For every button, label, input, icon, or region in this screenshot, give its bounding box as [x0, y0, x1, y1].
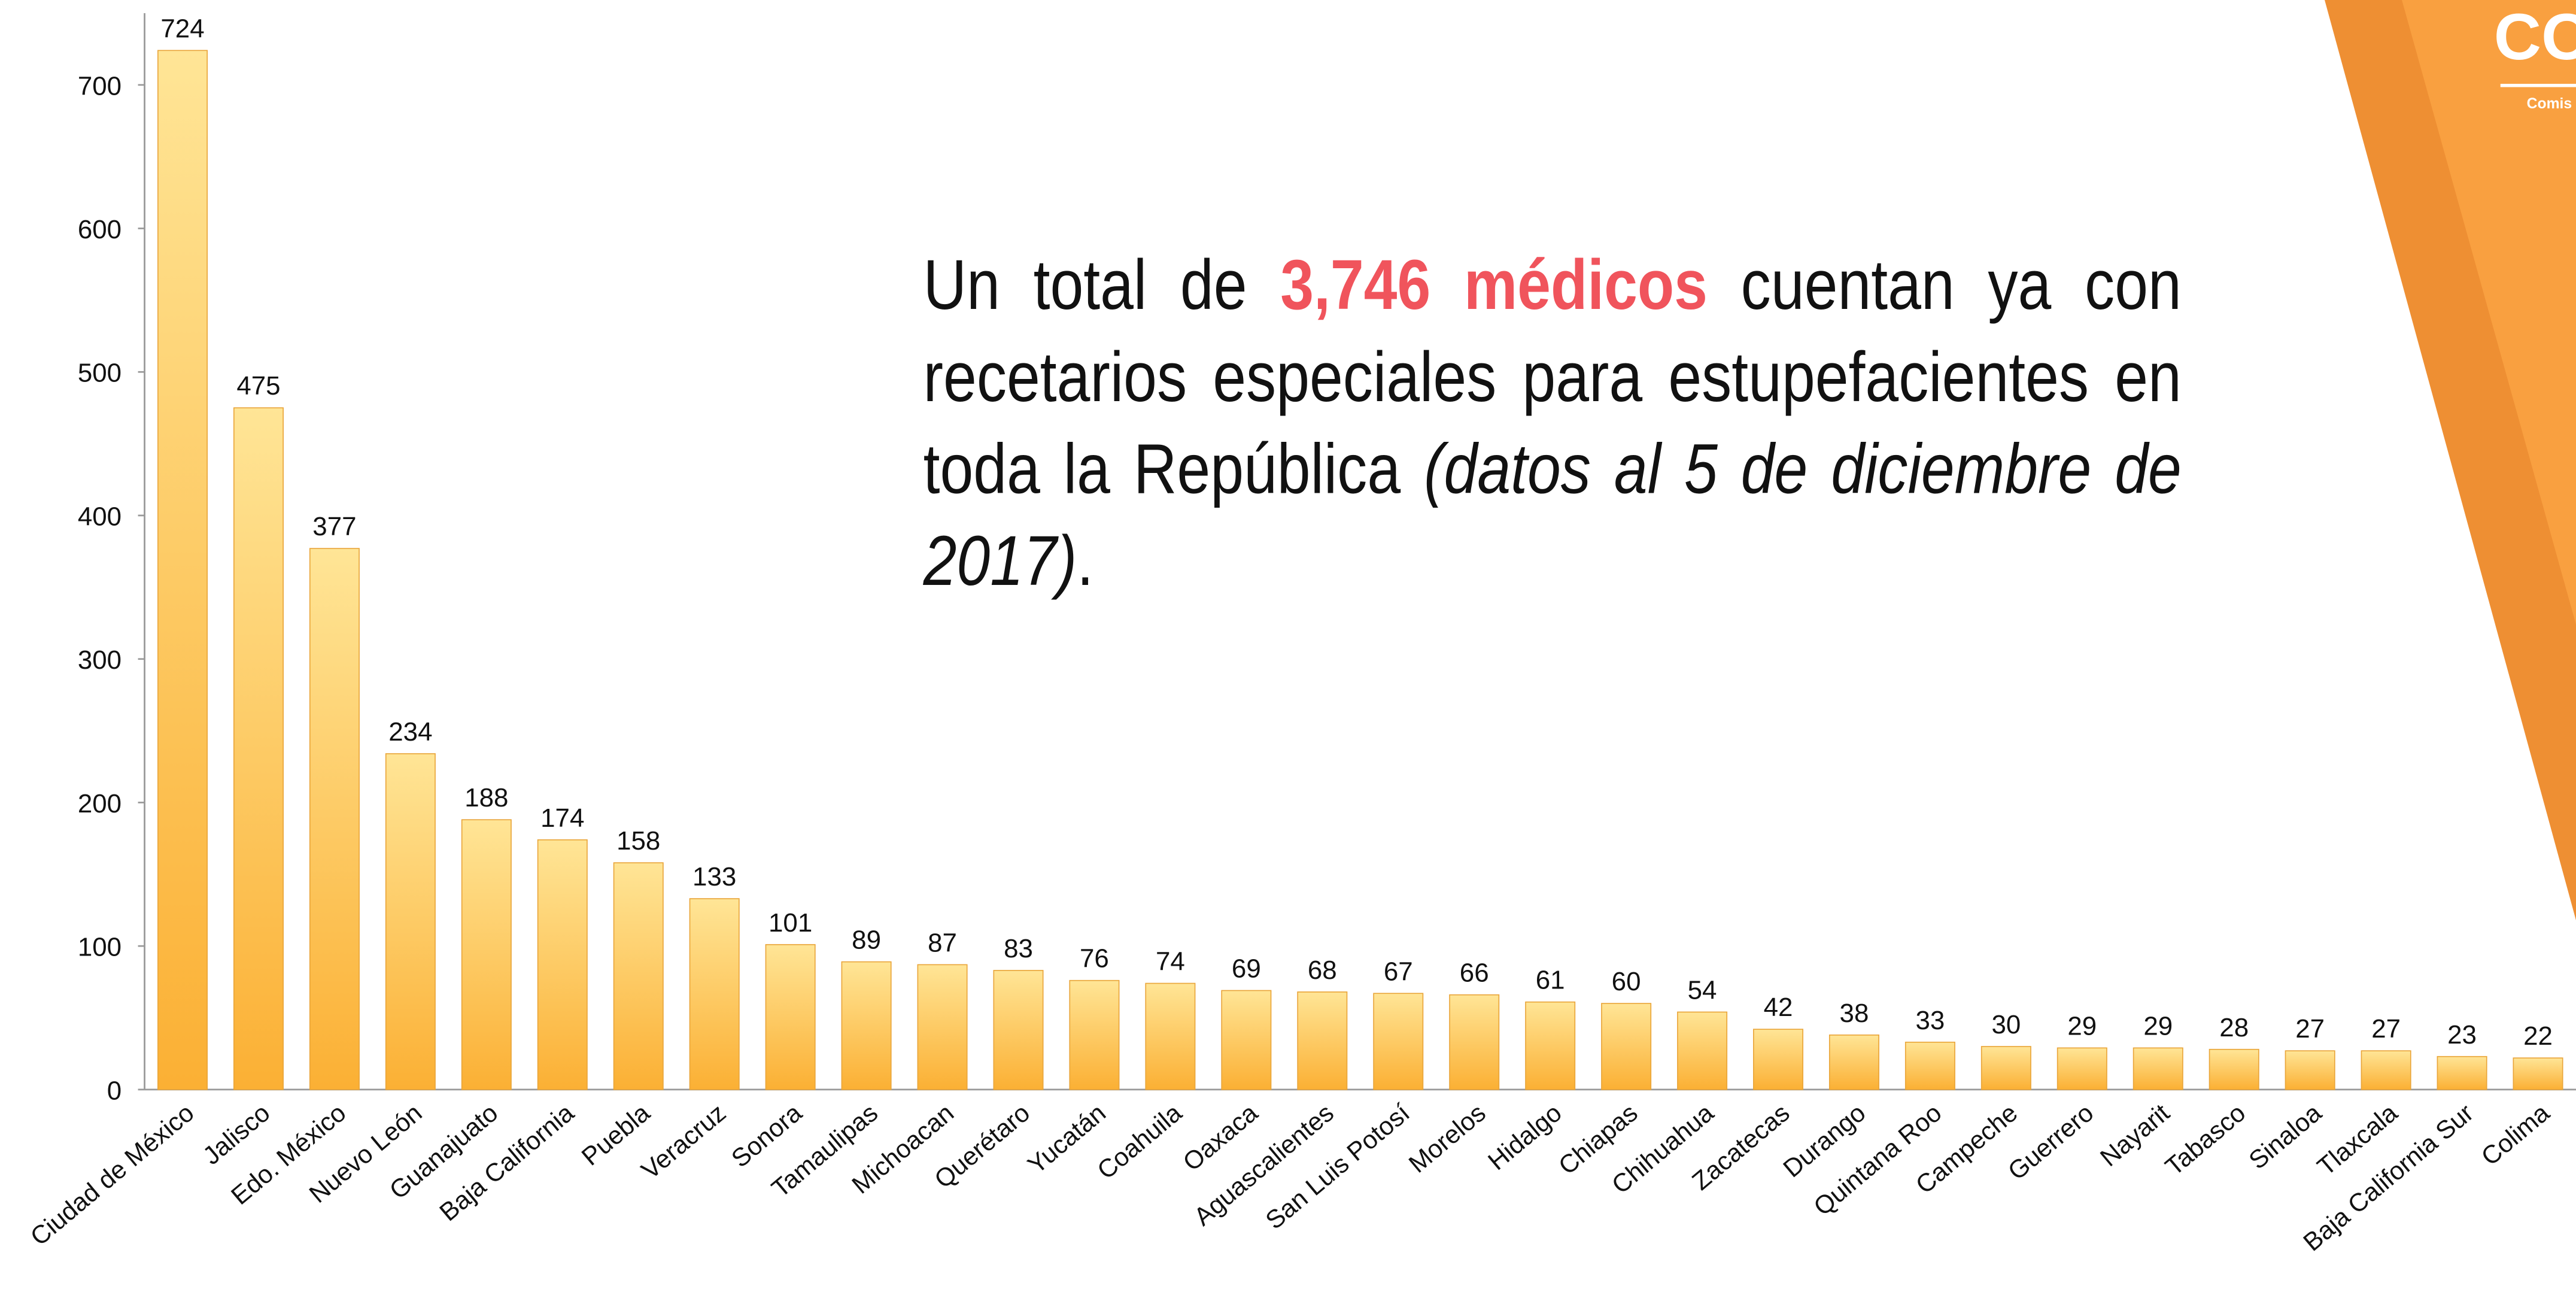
bar [917, 964, 968, 1090]
bar [1828, 1034, 1879, 1090]
bar [1601, 1003, 1652, 1090]
x-tick-label: Guerrero [2003, 1099, 2099, 1186]
y-tick-label: 600 [78, 215, 121, 244]
logo-text: Comis [2527, 96, 2572, 112]
bar [1980, 1046, 2031, 1090]
value-label: 30 [1991, 1010, 2021, 1039]
value-label: 23 [2447, 1020, 2477, 1050]
bar [2209, 1048, 2259, 1090]
value-label: 76 [1080, 944, 1109, 973]
x-tick-label: Colima [2476, 1098, 2556, 1171]
value-label: 54 [1688, 975, 1717, 1005]
annotation-highlight: 3,746 médicos [1280, 246, 1708, 326]
value-label: 234 [388, 717, 432, 747]
bar [309, 548, 360, 1090]
bar [2361, 1050, 2411, 1090]
bar [2133, 1047, 2183, 1090]
bar [1449, 994, 1500, 1090]
value-label: 66 [1460, 959, 1489, 988]
value-label: 87 [928, 928, 957, 957]
bar [1753, 1029, 1804, 1090]
value-label: 74 [1156, 947, 1185, 976]
bar [1525, 1001, 1576, 1090]
y-tick-label: 500 [78, 359, 121, 388]
annotation-text: . [1077, 522, 1094, 602]
bar [1297, 991, 1348, 1090]
bar [613, 862, 664, 1090]
bar [2437, 1056, 2487, 1090]
value-label: 174 [540, 803, 584, 833]
value-label: 60 [1612, 967, 1641, 996]
bar [157, 50, 208, 1090]
value-label: 89 [852, 926, 881, 955]
bar [1677, 1011, 1728, 1090]
bar [1221, 990, 1272, 1090]
bar [461, 819, 512, 1090]
y-tick-label: 100 [78, 933, 121, 962]
annotation-italic: (datos al 5 de diciembre de 2017) [923, 430, 2182, 602]
y-tick-label: 200 [78, 789, 121, 818]
x-tick-label: Quintana Roo [1808, 1099, 1947, 1221]
bar [2513, 1057, 2563, 1090]
bar [233, 407, 284, 1090]
plot: 0 100 200 300 400 500 600 700 Ciudad de México 72… [25, 13, 2576, 1257]
value-label: 28 [2219, 1013, 2249, 1042]
y-tick-label: 300 [78, 645, 121, 675]
annotation: Un total de 3,746 médicos cuentan ya con… [924, 240, 2182, 608]
x-tick-label: Hidalgo [1483, 1099, 1567, 1176]
value-label: 61 [1536, 966, 1565, 995]
bar [1373, 993, 1424, 1090]
annotation-text: cuentan ya con recetarios especiales par… [923, 246, 2182, 509]
value-label: 29 [2143, 1011, 2173, 1041]
bar [765, 944, 816, 1090]
value-label: 67 [1384, 957, 1413, 986]
value-label: 724 [160, 14, 204, 43]
bar [1069, 979, 1120, 1090]
value-label: 42 [1764, 993, 1793, 1022]
x-tick-label: Morelos [1404, 1099, 1491, 1179]
value-label: 133 [692, 862, 736, 891]
value-label: 27 [2295, 1014, 2325, 1044]
value-label: 158 [616, 826, 660, 856]
value-label: 377 [312, 512, 356, 541]
value-label: 29 [2067, 1011, 2097, 1041]
value-label: 101 [768, 908, 812, 938]
bar [385, 753, 436, 1090]
y-tick-label: 400 [78, 502, 121, 531]
x-tick-label: Tabasco [2160, 1099, 2251, 1182]
value-label: 22 [2523, 1021, 2553, 1051]
value-label: 69 [1232, 954, 1261, 984]
value-label: 68 [1308, 956, 1337, 985]
y-tick-label: 0 [107, 1076, 121, 1105]
value-label: 27 [2371, 1014, 2401, 1044]
bar [993, 970, 1044, 1090]
x-tick-label: Ciudad de México [25, 1099, 200, 1252]
value-label: 38 [1840, 999, 1869, 1028]
bar [1145, 982, 1196, 1090]
logo-mark: CO [2494, 1, 2576, 74]
value-label: 188 [464, 783, 508, 812]
value-label: 475 [236, 371, 280, 401]
bar [1904, 1041, 1955, 1090]
x-tick-label: Coahuila [1092, 1098, 1187, 1185]
x-tick-label: Sinaloa [2244, 1098, 2328, 1175]
bar [2056, 1047, 2107, 1090]
x-tick-label: Baja California [434, 1098, 579, 1227]
bar [689, 898, 740, 1090]
bar [841, 961, 892, 1090]
value-label: 33 [1915, 1006, 1945, 1035]
x-tick-label: Veracruz [636, 1099, 731, 1185]
bar [2285, 1050, 2335, 1090]
value-label: 83 [1004, 934, 1033, 963]
bar [537, 839, 588, 1090]
annotation-text: Un total de [923, 246, 1281, 326]
y-tick-label: 700 [78, 71, 121, 101]
